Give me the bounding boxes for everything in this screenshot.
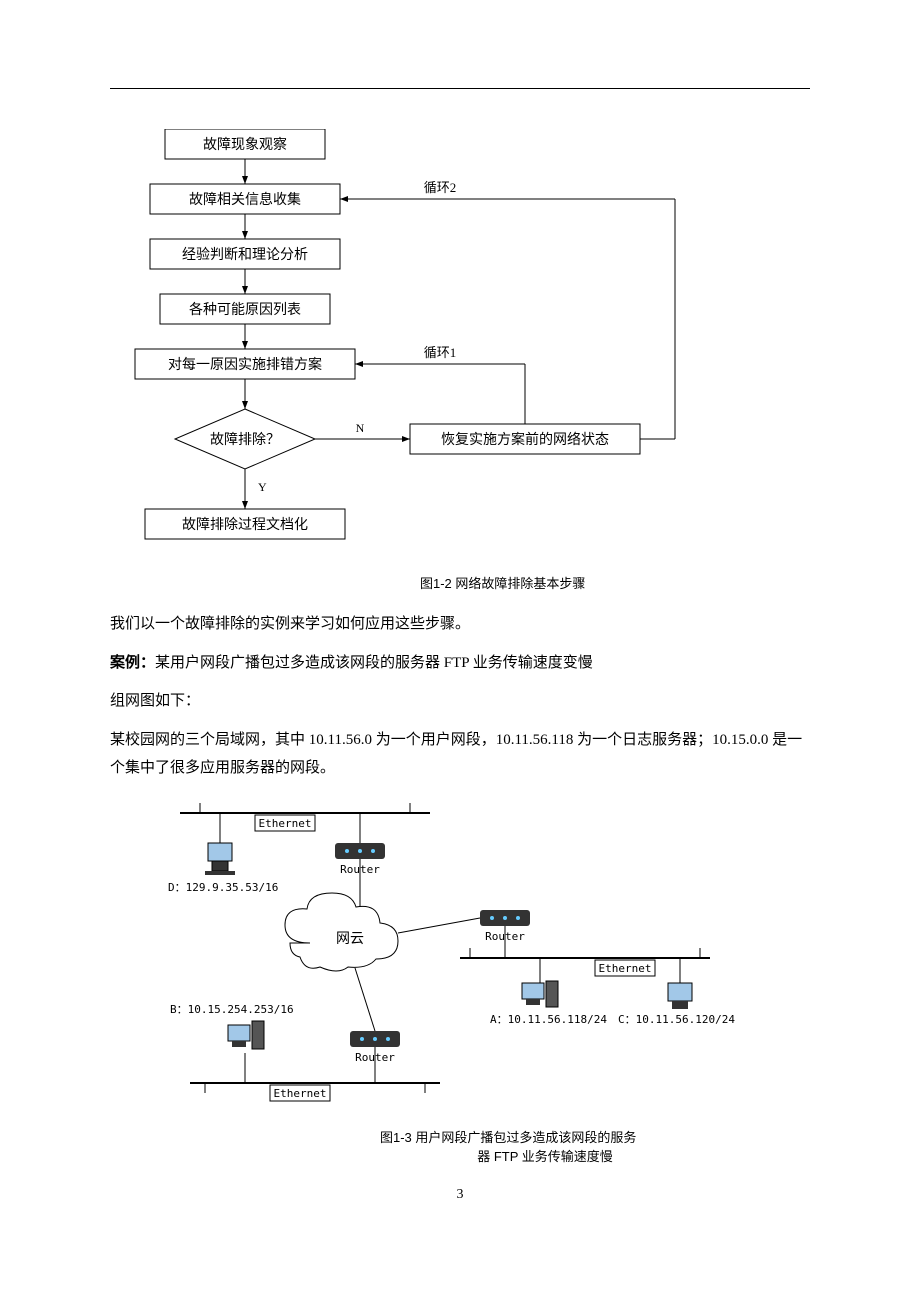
para-2-text: 某用户网段广播包过多造成该网段的服务器 FTP 业务传输速度变慢: [155, 655, 593, 671]
para-2: 案例：某用户网段广播包过多造成该网段的服务器 FTP 业务传输速度变慢: [110, 649, 810, 678]
flowchart: 故障现象观察 故障相关信息收集 经验判断和理论分析 各种可能原因列表 对每一原因…: [130, 129, 810, 559]
router-top-icon: [335, 843, 385, 859]
host-c-icon: [668, 983, 692, 1009]
caption-2-line2: 器 FTP 业务传输速度慢: [380, 1146, 810, 1165]
flow-node-3: 经验判断和理论分析: [182, 247, 308, 263]
caption-2: 图1-3 用户网段广播包过多造成该网段的服务 器 FTP 业务传输速度慢: [110, 1127, 810, 1165]
flowchart-svg: 故障现象观察 故障相关信息收集 经验判断和理论分析 各种可能原因列表 对每一原因…: [130, 129, 730, 559]
net-label-ethernet-right: Ethernet: [599, 962, 652, 975]
flow-node-5: 对每一原因实施排错方案: [168, 356, 322, 373]
host-c-label: C：10.11.56.120/24: [618, 1013, 735, 1026]
cloud-label: 网云: [336, 932, 364, 947]
para-2-label: 案例：: [110, 654, 155, 671]
flow-node-2: 故障相关信息收集: [189, 191, 301, 208]
para-1: 我们以一个故障排除的实例来学习如何应用这些步骤。: [110, 610, 810, 639]
router-right-icon: [480, 910, 530, 926]
net-label-ethernet-bottom: Ethernet: [274, 1087, 327, 1100]
flow-node-1: 故障现象观察: [203, 136, 287, 153]
flow-label-yes: Y: [258, 480, 267, 494]
flow-label-loop1: 循环1: [424, 345, 457, 360]
host-d-icon: [205, 843, 235, 875]
para-4: 某校园网的三个局域网，其中 10.11.56.0 为一个用户网段，10.11.5…: [110, 726, 810, 783]
host-a-label: A：10.11.56.118/24: [490, 1013, 607, 1026]
flow-node-4: 各种可能原因列表: [189, 302, 301, 318]
host-d-label: D：129.9.35.53/16: [168, 881, 278, 894]
page-number: 3: [0, 1187, 920, 1203]
top-rule: [110, 88, 810, 89]
page: 故障现象观察 故障相关信息收集 经验判断和理论分析 各种可能原因列表 对每一原因…: [0, 0, 920, 1223]
network-diagram-svg: Ethernet D：129.9.35.53/16 Router: [150, 793, 750, 1113]
flow-node-8: 故障排除过程文档化: [182, 517, 308, 533]
para-3: 组网图如下：: [110, 687, 810, 716]
flow-label-no: N: [356, 421, 365, 435]
flow-node-6: 故障排除？: [210, 432, 280, 448]
net-label-ethernet-top: Ethernet: [259, 817, 312, 830]
host-b-icon: [228, 1021, 264, 1049]
router-bottom-icon: [350, 1031, 400, 1047]
host-a-icon: [522, 981, 558, 1007]
caption-2-line1: 图1-3 用户网段广播包过多造成该网段的服务: [380, 1130, 636, 1145]
caption-1: 图1-2 网络故障排除基本步骤: [110, 573, 810, 592]
host-b-label: B：10.15.254.253/16: [170, 1003, 294, 1016]
flow-label-loop2: 循环2: [424, 180, 457, 195]
flow-node-7: 恢复实施方案前的网络状态: [441, 431, 609, 448]
network-diagram: Ethernet D：129.9.35.53/16 Router: [150, 793, 810, 1113]
